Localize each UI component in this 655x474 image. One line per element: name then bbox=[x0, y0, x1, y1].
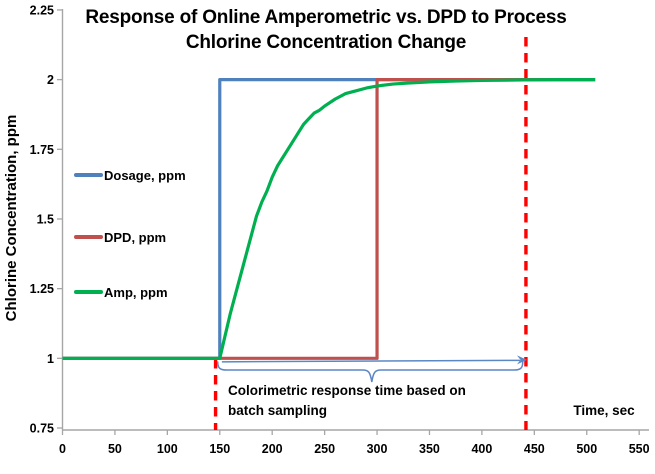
x-axis-title: Time, sec bbox=[573, 403, 635, 418]
svg-text:300: 300 bbox=[367, 442, 388, 456]
svg-text:250: 250 bbox=[314, 442, 335, 456]
legend-swatch-dpd bbox=[74, 235, 103, 239]
chart-title-line1: Response of Online Amperometric vs. DPD … bbox=[85, 7, 567, 28]
svg-text:350: 350 bbox=[419, 442, 440, 456]
svg-text:150: 150 bbox=[209, 442, 230, 456]
svg-text:200: 200 bbox=[262, 442, 283, 456]
svg-text:450: 450 bbox=[524, 442, 545, 456]
chart-title: Response of Online Amperometric vs. DPD … bbox=[62, 5, 590, 55]
legend-label-dpd: DPD, ppm bbox=[104, 229, 167, 245]
svg-text:550: 550 bbox=[629, 442, 650, 456]
svg-text:50: 50 bbox=[108, 442, 122, 456]
legend-label-amp: Amp, ppm bbox=[104, 284, 168, 300]
svg-text:100: 100 bbox=[157, 442, 178, 456]
svg-text:1.75: 1.75 bbox=[30, 143, 54, 157]
annotation-text-line2: batch sampling bbox=[228, 403, 328, 418]
svg-text:2: 2 bbox=[47, 73, 54, 87]
svg-text:0: 0 bbox=[59, 442, 66, 456]
svg-text:500: 500 bbox=[576, 442, 597, 456]
legend-label-dosage: Dosage, ppm bbox=[104, 167, 186, 183]
legend-item-dpd: DPD, ppm bbox=[74, 229, 167, 245]
annotation-text-line1: Colorimetric response time based on bbox=[228, 383, 466, 398]
annotation-text: Colorimetric response time based on batc… bbox=[228, 381, 466, 421]
svg-text:400: 400 bbox=[471, 442, 492, 456]
legend-swatch-amp bbox=[74, 290, 103, 294]
legend-swatch-dosage bbox=[74, 173, 103, 177]
y-axis-title: Chlorine Concentration, ppm bbox=[3, 114, 20, 322]
svg-text:2.25: 2.25 bbox=[30, 3, 54, 17]
svg-text:1.25: 1.25 bbox=[30, 282, 54, 296]
svg-text:1: 1 bbox=[47, 352, 54, 366]
svg-text:1.5: 1.5 bbox=[37, 212, 54, 226]
svg-text:0.75: 0.75 bbox=[30, 422, 54, 436]
legend-item-dosage: Dosage, ppm bbox=[74, 167, 186, 183]
chart-title-line2: Chlorine Concentration Change bbox=[185, 32, 467, 53]
legend-item-amp: Amp, ppm bbox=[74, 284, 168, 300]
